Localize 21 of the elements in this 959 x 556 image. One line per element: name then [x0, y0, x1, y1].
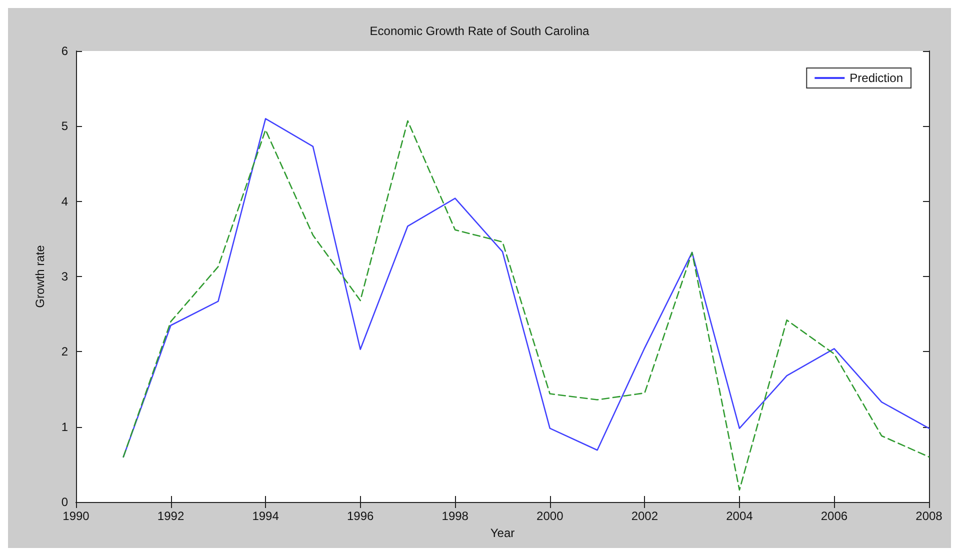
- y-axis-title: Growth rate: [33, 244, 47, 308]
- x-tick-label: 1998: [442, 509, 469, 523]
- x-tick-label: 1990: [62, 509, 90, 523]
- x-tick-label: 2002: [631, 509, 658, 523]
- y-tick-label: 2: [61, 344, 68, 359]
- x-tick-label: 1992: [157, 509, 184, 523]
- y-tick-label: 1: [61, 420, 68, 434]
- chart-title: Economic Growth Rate of South Carolina: [370, 24, 590, 38]
- x-tick-label: 2006: [820, 509, 848, 523]
- y-tick-label: 3: [61, 270, 68, 284]
- x-tick-label: 1996: [346, 509, 374, 523]
- legend-label: Prediction: [850, 71, 904, 85]
- y-tick-label: 4: [61, 194, 68, 208]
- y-tick-label: 0: [61, 495, 68, 509]
- x-tick-label: 2004: [726, 509, 754, 523]
- x-tick-label: 2008: [916, 509, 943, 523]
- y-tick-label: 6: [61, 44, 68, 58]
- x-tick-label: 1994: [252, 509, 280, 523]
- x-tick-label: 2000: [536, 509, 564, 523]
- y-tick-label: 5: [61, 119, 68, 134]
- x-axis-title: Year: [490, 526, 515, 540]
